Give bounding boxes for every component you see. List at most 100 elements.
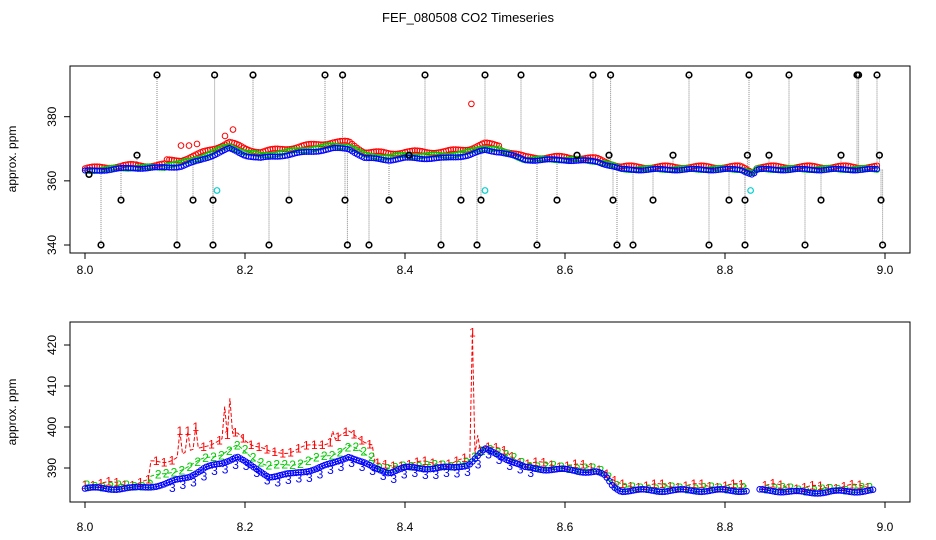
bottom-y-tick-label: 390 — [45, 458, 59, 478]
series-2-label: 2 — [186, 460, 193, 474]
series-3-label: 3 — [359, 460, 366, 474]
series-3-label: 3 — [443, 466, 450, 480]
series-2-label: 2 — [258, 455, 265, 469]
series-3-label: 3 — [401, 467, 408, 481]
series-1-label: 1 — [611, 474, 618, 488]
series-2-label: 2 — [297, 457, 304, 471]
top-black-outlier — [589, 71, 597, 79]
top-black-outlier — [173, 241, 181, 249]
top-cyan-point — [747, 187, 754, 194]
top-black-outlier — [741, 241, 749, 249]
top-black-outlier — [249, 71, 257, 79]
top-black-outlier — [553, 196, 561, 204]
series-2-label: 2 — [210, 450, 217, 464]
bottom-x-axis: 8.0 8.2 8.4 8.6 8.8 9.0 — [77, 502, 894, 534]
series-2-label: 2 — [432, 457, 439, 471]
top-black-outlier — [481, 71, 489, 79]
series-3-label: 3 — [411, 466, 418, 480]
series-1-label: 1 — [224, 428, 231, 442]
top-black-outlier — [725, 196, 733, 204]
top-x-tick-label: 8.8 — [717, 263, 734, 277]
series-2-label: 2 — [424, 458, 431, 472]
series-1-label: 1 — [801, 481, 808, 495]
top-black-outlier — [817, 196, 825, 204]
bottom-green-line — [84, 444, 874, 492]
series-1-label: 1 — [619, 477, 626, 491]
series-1-label: 1 — [501, 443, 508, 457]
top-y-tick-label: 340 — [45, 235, 59, 255]
series-2-label: 2 — [629, 480, 636, 494]
top-blue-point — [871, 165, 878, 172]
top-red-spike — [468, 100, 475, 108]
bottom-x-tick-label: 8.6 — [557, 520, 574, 534]
series-2-label: 2 — [392, 460, 399, 474]
top-series-blue — [81, 144, 881, 178]
series-1-label: 1 — [588, 460, 595, 474]
series-1-label: 1 — [256, 440, 263, 454]
series-2-label: 2 — [92, 479, 99, 493]
top-red-spike — [221, 132, 229, 140]
bottom-x-tick-label: 8.8 — [717, 520, 734, 534]
series-2-label: 2 — [242, 443, 249, 457]
series-1-label: 1 — [864, 480, 871, 494]
bottom-plot-data: 1 1 1 1 1 1 1 1 11 1 11 1 11 1 1 1 1 1 1 1 1 1 1 1 1 1 1 1 1 1 1 1 1 11 1 1… — [82, 326, 877, 498]
top-black-outlier — [685, 71, 693, 79]
series-2-label: 2 — [526, 460, 533, 474]
series-2-label: 2 — [163, 467, 170, 481]
series-1-label: 1 — [493, 441, 500, 455]
series-3-label: 3 — [190, 476, 197, 490]
series-1-label: 1 — [327, 436, 334, 450]
top-red-spike — [229, 126, 237, 133]
top-black-outlier — [85, 170, 93, 179]
bottom-blue-point — [740, 488, 748, 495]
top-x-tick-label: 8.6 — [557, 263, 574, 277]
series-3-label: 3 — [285, 473, 292, 487]
series-2-label: 2 — [313, 451, 320, 465]
series-3-label: 3 — [295, 472, 302, 486]
top-black-outlier — [741, 196, 749, 204]
top-x-tick-label: 8.0 — [77, 263, 94, 277]
series-1-label: 1 — [177, 424, 184, 438]
series-1-label: 1 — [240, 432, 247, 446]
series-3-label: 3 — [201, 469, 208, 483]
series-2-label: 2 — [115, 478, 122, 492]
series-1-label: 1 — [184, 424, 191, 438]
series-3-label: 3 — [390, 472, 397, 486]
bottom-x-tick-label: 9.0 — [877, 520, 894, 534]
series-2-label: 2 — [218, 449, 225, 463]
bottom-plot-frame — [69, 321, 911, 503]
top-black-outlier — [606, 71, 615, 79]
series-2-label: 2 — [250, 450, 257, 464]
top-black-outlier — [265, 241, 273, 249]
series-1-label: 1 — [659, 477, 666, 491]
series-1-label: 1 — [216, 433, 223, 447]
series-2-label: 2 — [345, 440, 352, 454]
series-1-label: 1 — [643, 479, 650, 493]
series-3-label: 3 — [327, 463, 334, 477]
top-black-outlier — [339, 71, 347, 79]
series-2-label: 2 — [764, 482, 771, 496]
bottom-blue-point — [743, 487, 750, 495]
top-x-tick-label: 8.4 — [397, 263, 414, 277]
top-red-spike — [185, 142, 193, 149]
top-black-outlier — [341, 196, 349, 204]
series-1-label: 1 — [809, 478, 816, 492]
series-2-label: 2 — [661, 480, 668, 494]
series-1-label: 1 — [722, 479, 729, 493]
top-black-outlier — [209, 241, 217, 249]
top-black-outlier — [117, 196, 125, 204]
top-x-tick-label: 8.2 — [237, 263, 254, 277]
series-2-label: 2 — [542, 459, 549, 473]
series-2-label: 2 — [321, 449, 328, 463]
series-1-label: 1 — [762, 479, 769, 493]
series-1-label: 1 — [706, 480, 713, 494]
series-3-label: 3 — [527, 466, 534, 480]
series-2-label: 2 — [202, 451, 209, 465]
series-1-label: 1 — [738, 477, 745, 491]
series-2-label: 2 — [708, 480, 715, 494]
series-2-label: 2 — [234, 439, 241, 453]
series-2-label: 2 — [352, 440, 359, 454]
series-1-label: 1 — [414, 455, 421, 469]
series-2-label: 2 — [273, 458, 280, 472]
top-black-outlier — [133, 151, 141, 159]
